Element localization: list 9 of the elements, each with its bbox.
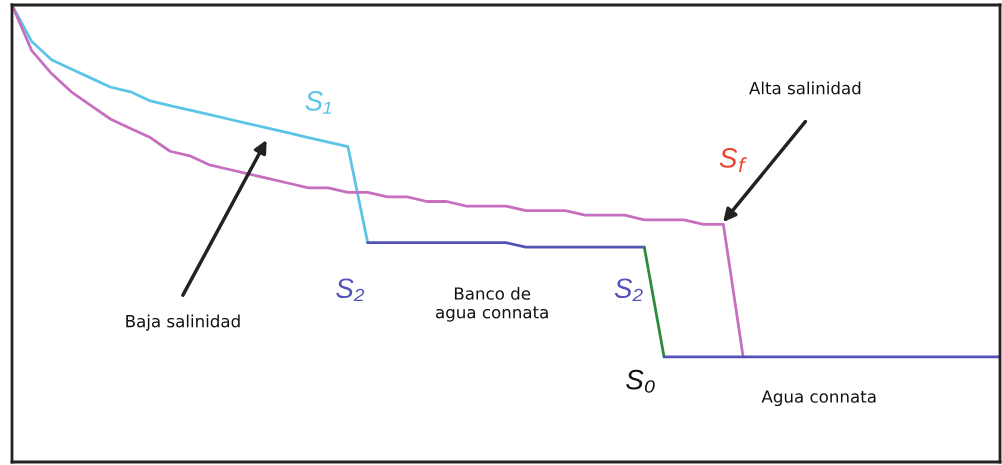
annotation: Banco de agua connata	[436, 286, 548, 322]
annotation: Alta salinidad	[749, 81, 861, 95]
annotation: S₀	[626, 369, 655, 393]
annotation: S₂	[336, 278, 365, 302]
annotation: S₁	[305, 91, 332, 114]
annotation: Agua connata	[761, 390, 876, 407]
annotation: S$_{f}$	[719, 148, 748, 173]
annotation: Baja salinidad	[126, 314, 240, 331]
annotation: S₂	[614, 278, 643, 302]
